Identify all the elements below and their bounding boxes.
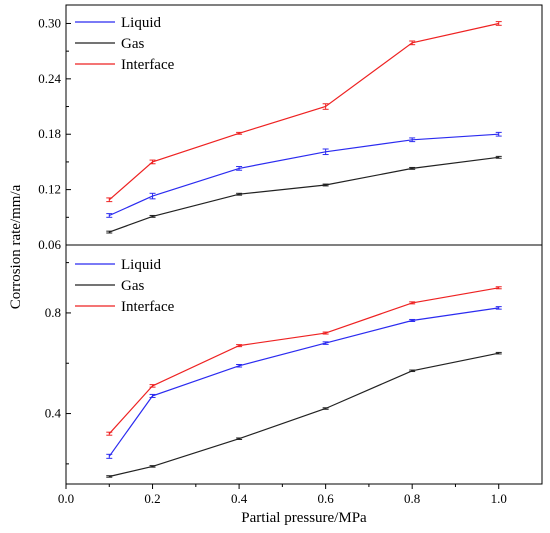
- series-line-liquid: [108, 307, 499, 457]
- series-line-interface: [108, 22, 499, 201]
- y-tick-label: 0.24: [38, 71, 61, 86]
- x-axis-title: Partial pressure/MPa: [241, 510, 367, 526]
- x-tick-label: 0.2: [144, 491, 160, 506]
- series-line-liquid: [109, 133, 499, 217]
- x-tick-label: 1.0: [491, 491, 507, 506]
- x-axis: 0.0 0.2 0.4 0.6 0.8 1.0: [58, 484, 507, 506]
- bottom-panel: 0.4 0.8 Liquid Gas Interface: [45, 244, 543, 485]
- y-tick-label: 0.12: [38, 182, 61, 197]
- legend-label-gas: Gas: [121, 278, 144, 294]
- series-line-gas: [109, 156, 499, 233]
- plot-frame: [65, 244, 543, 485]
- y-tick-label: 0.18: [38, 126, 61, 141]
- legend-label-interface: Interface: [121, 57, 175, 73]
- legend-label-interface: Interface: [121, 299, 175, 315]
- legend-label-liquid: Liquid: [121, 257, 161, 273]
- series-line-gas: [109, 352, 499, 478]
- legend-label-gas: Gas: [121, 36, 144, 52]
- y-tick-label: 0.30: [38, 15, 61, 30]
- x-tick-label: 0.4: [231, 491, 248, 506]
- top-panel: 0.06 0.12 0.18 0.24 0.30 Liquid Gas Interface: [38, 4, 543, 252]
- x-tick-label: 0.0: [58, 491, 74, 506]
- legend-label-liquid: Liquid: [121, 15, 161, 31]
- y-tick-label: 0.4: [45, 406, 62, 421]
- y-axis-title: Corrosion rate/mm/a: [8, 184, 24, 309]
- x-tick-label: 0.8: [404, 491, 420, 506]
- y-tick-label: 0.8: [45, 305, 61, 320]
- series-line-interface: [108, 287, 499, 435]
- x-tick-label: 0.6: [318, 491, 335, 506]
- y-tick-label: 0.06: [38, 237, 61, 252]
